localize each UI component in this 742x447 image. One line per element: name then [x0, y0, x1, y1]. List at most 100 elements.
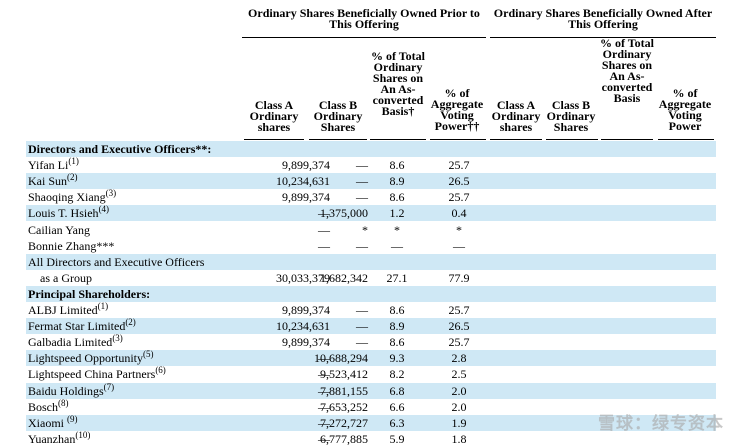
table-row: Shaoqing Xiang(3) 9,899,374 — 8.6 25.7: [26, 188, 716, 205]
voting-power: 2.8: [451, 351, 467, 366]
footnote-marker: (4): [98, 204, 110, 215]
footnote-marker: (10): [75, 429, 91, 440]
table-row: ALBJ Limited(1) 9,899,374 — 8.6 25.7: [26, 301, 716, 318]
holder-name-text: Shaoqing Xiang: [28, 190, 106, 205]
table-row: All Directors and Executive Officers: [26, 253, 716, 270]
table-row: Yifan Li(1) 9,899,374 — 8.6 25.7: [26, 156, 716, 173]
holder-name-text: Fermat Star Limited: [28, 319, 126, 334]
holder-name-text: Yuanzhan: [28, 431, 76, 446]
holder-name: Lightspeed China Partners(6): [28, 365, 166, 382]
watermark: 雪球：绿专资本: [598, 414, 724, 434]
holder-name-text: Xiaomi: [28, 415, 67, 430]
pct-total: 5.9: [389, 431, 405, 446]
footnote-marker: (1): [68, 156, 79, 167]
class-a-shares: —: [318, 383, 330, 398]
holder-name: Principal Shareholders:: [28, 286, 150, 302]
class-a-shares: —: [318, 238, 330, 253]
class-b-shares: —: [356, 158, 368, 173]
holder-name-text: Galbadia Limited: [28, 335, 113, 350]
holder-name: as a Group: [40, 270, 92, 286]
col-underline: [546, 139, 598, 140]
table-row: Fermat Star Limited(2) 10,234,631 — 8.9 26.5: [26, 317, 716, 335]
class-a-shares: 30,033,379: [276, 270, 330, 285]
holder-name-text: Bosch: [28, 399, 58, 414]
table-row: Xiaomi (9) —7,272,727 6.3 1.9: [26, 414, 716, 431]
holder-name-text: Lightspeed Opportunity: [28, 351, 143, 366]
voting-power: [430, 286, 488, 302]
prior-offering-group-header: Ordinary Shares Beneficially Owned Prior…: [248, 6, 480, 31]
class-b-shares: 7,653,252: [320, 399, 368, 414]
section-header-row: Directors and Executive Officers**:: [26, 141, 716, 157]
holder-name: Directors and Executive Officers**:: [28, 141, 211, 157]
class-b-shares: 6,777,885: [320, 431, 368, 446]
footnote-marker: (7): [103, 381, 115, 392]
table-row: Lightspeed Opportunity(5) —10,688,294 9.3 2…: [26, 349, 716, 367]
holder-name: All Directors and Executive Officers: [28, 254, 204, 270]
table-row: Baidu Holdings(7) —7,881,155 6.8 2.0: [26, 381, 716, 399]
holder-name: Bonnie Zhang***: [28, 238, 114, 254]
table-row: Louis T. Hsieh(4) —1,375,000 1.2 0.4: [26, 204, 716, 222]
class-a-shares: —: [318, 351, 330, 366]
col-after-class-a: Class A Ordinary shares: [491, 98, 541, 134]
col-underline: [244, 139, 304, 140]
footnote-marker: (3): [112, 333, 123, 344]
holder-name-text: Yifan Li: [28, 158, 69, 173]
pct-total: 6.8: [389, 383, 405, 398]
class-a-shares: 9,899,374: [282, 335, 330, 350]
holder-name: Galbadia Limited(3): [28, 333, 123, 350]
holder-name-text: Lightspeed China Partners: [28, 367, 156, 382]
holder-name: Cailian Yang: [28, 222, 90, 238]
table-row: as a Group 30,033,379 1,682,342 27.1 77.9: [26, 270, 716, 286]
holder-name: Kai Sun(2): [28, 172, 78, 189]
voting-power: 2.0: [451, 399, 467, 414]
col-prior-class-a: Class A Ordinary shares: [249, 98, 299, 134]
col-prior-class-b: Class B Ordinary Shares: [313, 98, 363, 134]
voting-power: —: [453, 238, 465, 253]
pct-total: 8.2: [389, 367, 405, 382]
class-a-shares: —: [318, 415, 330, 430]
class-b-shares: —: [356, 319, 368, 334]
class-b-shares: —: [356, 174, 368, 189]
holder-name-text: ALBJ Limited: [28, 303, 98, 317]
pct-total: 8.6: [389, 190, 405, 205]
class-b-shares: —: [356, 190, 368, 205]
pct-total: *: [394, 222, 400, 237]
footnote-marker: (2): [125, 317, 136, 328]
table-row: Bosch(8) —7,653,252 6.6 2.0: [26, 398, 716, 415]
pct-total: —: [391, 238, 403, 253]
footnote-marker: (5): [142, 349, 154, 360]
voting-power: 1.9: [451, 415, 467, 430]
table-row: Lightspeed China Partners(6) —9,523,412 8.…: [26, 365, 716, 382]
table-row: Kai Sun(2) 10,234,631 — 8.9 26.5: [26, 172, 716, 190]
class-a-shares: 10,234,631: [276, 174, 330, 189]
class-a-shares: —: [318, 222, 330, 237]
pct-total: 1.2: [389, 206, 405, 221]
col-underline: [430, 139, 486, 140]
col-prior-voting-power: % of Aggregate Voting Power††: [430, 86, 484, 133]
class-a-shares: 10,234,631: [276, 319, 330, 334]
voting-power: 26.5: [448, 319, 470, 334]
voting-power: 25.7: [448, 158, 470, 173]
holder-name: Bosch(8): [28, 398, 69, 415]
col-underline: [658, 139, 714, 140]
holder-name-text: All Directors and Executive Officers: [28, 254, 205, 269]
class-b-shares: —: [356, 335, 368, 350]
col-underline: [309, 139, 367, 140]
holder-name: Xiaomi (9): [28, 414, 78, 431]
pct-total: [371, 141, 423, 157]
class-b-shares: [306, 141, 368, 157]
col-underline: [601, 139, 653, 140]
class-a-shares: 9,899,374: [282, 303, 330, 317]
voting-power: [430, 254, 488, 270]
table-row: Cailian Yang — * * *: [26, 222, 716, 238]
voting-power: 2.0: [451, 383, 467, 398]
class-b-shares: 1,682,342: [320, 270, 368, 285]
holder-name-text: Bonnie Zhang***: [28, 238, 115, 253]
voting-power: 77.9: [448, 270, 470, 285]
class-b-shares: 7,272,727: [320, 415, 368, 430]
footnote-marker: (2): [67, 172, 78, 183]
after-offering-group-header: Ordinary Shares Beneficially Owned After…: [493, 6, 713, 31]
col-prior-pct-total: % of Total Ordinary Shares on An As-conv…: [370, 49, 425, 118]
pct-total: 27.1: [386, 270, 408, 285]
